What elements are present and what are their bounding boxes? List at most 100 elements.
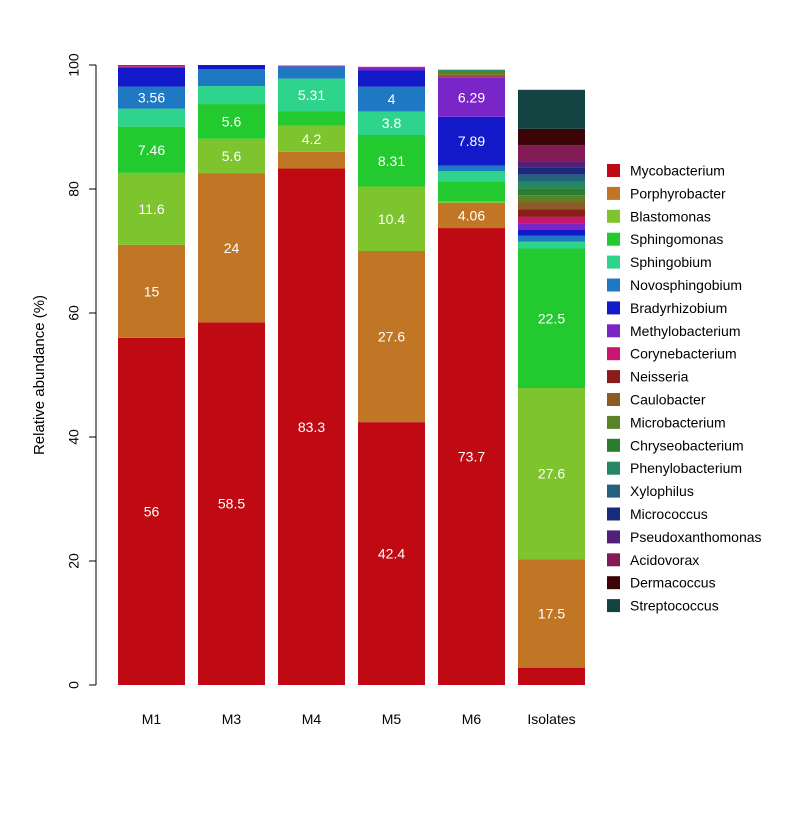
bar-segment-m5-novosphingobium [358, 86, 425, 112]
legend-swatch-blastomonas [607, 209, 620, 223]
x-axis-labels: M1 M3 M4 M5 M6 Isolates [142, 711, 576, 727]
legend-swatch-neisseria [607, 370, 620, 384]
bar-segment-m6-novosphingobium [438, 165, 505, 172]
bar-segment-isolates-dermacoccus [518, 128, 585, 145]
bar-segment-m4-novosphingobium [278, 66, 345, 79]
bar-segment-m5-sphingobium [358, 111, 425, 135]
legend-label: Sphingobium [630, 254, 712, 270]
legend-label: Corynebacterium [630, 346, 737, 362]
legend-label: Chryseobacterium [630, 437, 744, 453]
data-label: 4.06 [458, 207, 485, 223]
y-tick-label: 20 [66, 553, 82, 569]
bar-segment-m5-sphingomonas [358, 134, 425, 187]
bar-segment-m3-mycobacterium [198, 322, 265, 685]
legend-label: Microbacterium [630, 414, 726, 430]
bar-segment-isolates-blastomonas [518, 388, 585, 560]
bar-segment-isolates-chryseobacterium [518, 188, 585, 196]
x-tick-label: M4 [302, 711, 322, 727]
legend-label: Sphingomonas [630, 231, 723, 247]
bar-segment-m6-mycobacterium [438, 228, 505, 685]
data-label: 56 [144, 503, 160, 519]
bar-segment-m3-bradyrhizobium [198, 65, 265, 70]
legend-label: Micrococcus [630, 506, 708, 522]
legend-swatch-sphingomonas [607, 232, 620, 246]
legend-label: Caulobacter [630, 392, 706, 408]
bar-segment-m1-mycobacterium [118, 337, 185, 685]
bar-segment-m5-corynebacterium [358, 66, 425, 68]
bar-segment-m5-methylobacterium [358, 67, 425, 71]
legend-swatch-novosphingobium [607, 278, 620, 292]
bar-segment-isolates-phenylobacterium [518, 181, 585, 189]
bar-segment-m3-sphingomonas [198, 104, 265, 139]
bar-segment-isolates-neisseria [518, 209, 585, 217]
data-label: 27.6 [378, 329, 405, 345]
bar-segment-m5-mycobacterium [358, 422, 425, 685]
data-label: 5.6 [222, 148, 242, 164]
legend-swatch-microbacterium [607, 415, 620, 429]
data-label: 15 [144, 283, 160, 299]
bar-segment-m4-bradyrhizobium [278, 66, 345, 67]
bar-segment-m1-sphingomonas [118, 126, 185, 173]
data-label: 4 [388, 91, 396, 107]
x-tick-label: M3 [222, 711, 242, 727]
bar-segment-m6-caulobacter [438, 74, 505, 77]
bar-segment-m4-sphingobium [278, 78, 345, 112]
bar-segment-m1-blastomonas [118, 172, 185, 245]
data-label: 7.46 [138, 142, 165, 158]
y-tick-label: 0 [66, 681, 82, 689]
bar-segment-m6-phenylobacterium [438, 69, 505, 71]
bar-segment-m4-corynebacterium [278, 65, 345, 67]
data-label: 3.8 [382, 115, 402, 131]
bar-segment-isolates-pseudoxanthomonas [518, 161, 585, 168]
bar-segment-m3-blastomonas [198, 138, 265, 174]
y-tick-label: 80 [66, 181, 82, 197]
legend-label: Novosphingobium [630, 277, 742, 293]
bar-segment-m6-blastomonas [438, 201, 505, 203]
bar-segment-m1-bradyrhizobium [118, 67, 185, 87]
bar-segment-m1-porphyrobacter [118, 244, 185, 338]
bar-segment-m1-methylobacterium [118, 66, 185, 68]
bar-segment-m4-sphingomonas [278, 111, 345, 126]
data-labels: 56 15 11.6 7.46 3.56 58.5 24 5.6 5.6 83.3 4.2 5.31 4… [138, 87, 565, 621]
bars [118, 65, 585, 686]
legend-swatch-phenylobacterium [607, 461, 620, 475]
legend-label: Pseudoxanthomonas [630, 529, 762, 545]
data-label: 73.7 [458, 449, 485, 465]
bar-segment-isolates-mycobacterium [518, 667, 585, 685]
x-tick-label: M6 [462, 711, 482, 727]
legend-swatch-sphingobium [607, 255, 620, 269]
bar-segment-m1-corynebacterium [118, 65, 185, 67]
bar-segment-m6-bradyrhizobium [438, 116, 505, 166]
y-tick-label: 40 [66, 429, 82, 445]
legend-label: Bradyrhizobium [630, 300, 727, 316]
legend-swatch-porphyrobacter [607, 186, 620, 200]
x-tick-label: M1 [142, 711, 162, 727]
bar-segment-isolates-microbacterium [518, 195, 585, 203]
bar-segment-m6-sphingobium [438, 171, 505, 182]
legend-label: Mycobacterium [630, 163, 725, 179]
bar-segment-isolates-micrococcus [518, 167, 585, 175]
legend-label: Streptococcus [630, 598, 719, 614]
data-label: 58.5 [218, 496, 245, 512]
bar-segment-m6-sphingomonas [438, 181, 505, 202]
legend-label: Methylobacterium [630, 323, 741, 339]
data-label: 24 [224, 240, 240, 256]
bar-segment-m3-porphyrobacter [198, 173, 265, 323]
bar-segment-m4-blastomonas [278, 125, 345, 152]
bar-segment-m5-blastomonas [358, 186, 425, 251]
bar-segment-isolates-sphingobium [518, 241, 585, 249]
legend-label: Blastomonas [630, 208, 711, 224]
legend-label: Neisseria [630, 369, 689, 385]
y-axis: 0 20 40 60 80 100 [66, 53, 97, 689]
bar-segment-m4-porphyrobacter [278, 151, 345, 169]
bar-segment-isolates-novosphingobium [518, 235, 585, 242]
data-label: 17.5 [538, 605, 565, 621]
data-label: 5.6 [222, 113, 242, 129]
legend-label: Phenylobacterium [630, 460, 742, 476]
bar-segment-isolates-caulobacter [518, 202, 585, 210]
y-tick-label: 60 [66, 305, 82, 321]
legend-swatch-streptococcus [607, 599, 620, 613]
legend-swatch-corynebacterium [607, 347, 620, 361]
y-tick-label: 100 [66, 53, 82, 77]
bar-segment-isolates-bradyrhizobium [518, 229, 585, 236]
